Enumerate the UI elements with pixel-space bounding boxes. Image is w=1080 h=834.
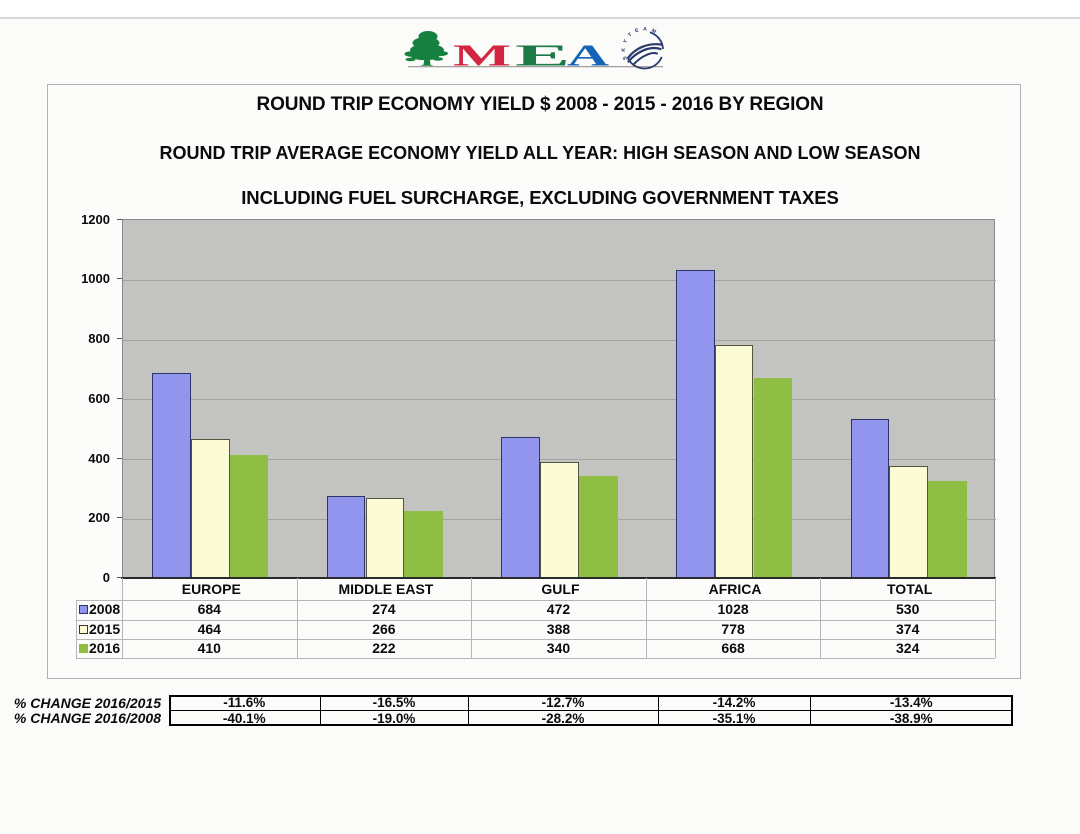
svg-text:E: E — [515, 38, 570, 73]
svg-text:M: M — [453, 38, 511, 73]
svg-text:A: A — [567, 38, 610, 73]
